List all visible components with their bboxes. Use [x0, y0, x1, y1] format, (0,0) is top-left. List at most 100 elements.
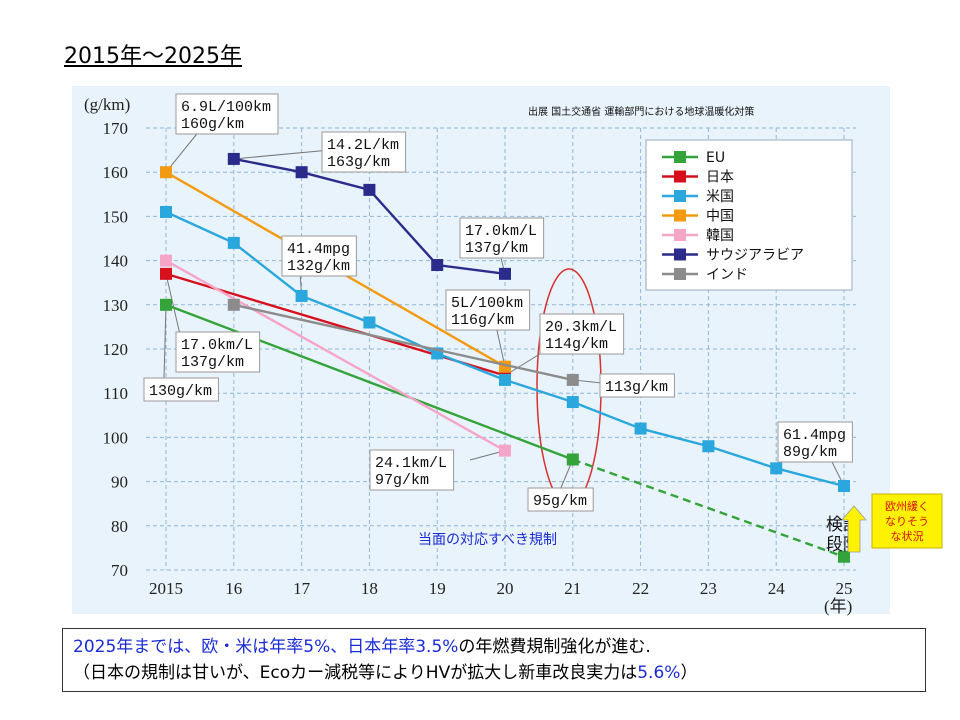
data-point-saudi	[295, 166, 308, 179]
annotation-text: 6.9L/100km	[181, 99, 271, 116]
data-point-korea	[499, 444, 511, 457]
data-point-saudi	[431, 259, 444, 272]
data-point-china	[160, 166, 172, 179]
data-point-eu	[160, 298, 172, 311]
series-line-eu	[165, 303, 574, 461]
x-tick-label: 19	[429, 579, 446, 598]
up-arrow-icon	[841, 505, 867, 553]
annotation-text: 97g/km	[375, 472, 429, 489]
x-tick-label: 2015	[149, 579, 183, 598]
y-tick-label: 160	[103, 163, 129, 182]
y-tick-label: 140	[103, 252, 129, 271]
annotation-text: 160g/km	[181, 116, 244, 133]
y-axis-ticks: 70 80 90 100 110 120 130 140 150 160 170	[103, 119, 129, 580]
y-tick-label: 70	[111, 561, 128, 580]
data-point-us	[634, 422, 647, 435]
annotation-text: 41.4mpg	[287, 241, 350, 258]
annotation-text: 130g/km	[149, 383, 212, 400]
legend-swatch-marker	[674, 151, 686, 163]
legend-swatch-marker	[674, 209, 686, 222]
legend-entry: 日本	[706, 170, 734, 186]
summary-text-3: ）	[680, 663, 698, 683]
annotation-box	[175, 331, 261, 373]
legend-swatch-marker	[674, 268, 686, 280]
data-point-us	[363, 316, 376, 329]
annotation-text: 137g/km	[181, 354, 244, 371]
x-tick-label: 21	[564, 579, 581, 598]
annotation-text: 95g/km	[533, 493, 587, 510]
summary-text-2: （日本の規制は甘いが、Ecoカー減税等によりHVが拡大し新車改良実力は	[73, 663, 638, 683]
page-title: 2015年～2025年	[64, 44, 242, 69]
legend-swatch-marker	[674, 170, 686, 183]
yellow-note-text: なりそう	[885, 515, 929, 528]
x-tick-label: 17	[293, 579, 311, 598]
annotation-box	[527, 487, 594, 512]
x-tick-label: 24	[768, 579, 786, 598]
y-tick-label: 80	[111, 517, 128, 536]
annotation-box	[321, 131, 407, 173]
series-projection-eu	[572, 458, 845, 558]
data-point-us	[227, 236, 240, 249]
data-point-us	[702, 440, 715, 453]
legend-swatch-marker	[674, 229, 686, 241]
source-note: 出展 国土交通省 運輸部門における地球温暖化対策	[528, 105, 754, 118]
legend-entry: EU	[706, 150, 725, 166]
callout-leader	[495, 325, 506, 367]
summary-line-1: 2025年までは、欧・米は年率5%、日本年率3.5%の年燃費規制強化が進む.	[73, 634, 925, 660]
data-point-japan	[160, 267, 172, 280]
x-tick-label: 18	[361, 579, 378, 598]
x-tick-label: 23	[700, 579, 717, 598]
summary-line-2: （日本の規制は甘いが、Ecoカー減税等によりHVが拡大し新車改良実力は5.6%）	[73, 660, 925, 686]
legend-entry: 韓国	[706, 228, 734, 244]
y-tick-label: 130	[103, 296, 129, 315]
summary-highlight-1: 2025年までは、欧・米は年率5%、日本年率3.5%	[73, 637, 459, 657]
yellow-note-text: 欧州緩く	[885, 500, 929, 513]
yellow-note-bg	[871, 493, 943, 549]
data-point-saudi	[499, 267, 511, 280]
x-tick-label: 20	[497, 579, 514, 598]
data-point-us	[160, 205, 172, 218]
data-point-us	[499, 373, 511, 386]
data-point-korea	[160, 254, 172, 267]
legend-entry: 米国	[706, 189, 734, 205]
series-line-india	[233, 303, 574, 382]
summary-box: 2025年までは、欧・米は年率5%、日本年率3.5%の年燃費規制強化が進む. （…	[62, 628, 926, 692]
annotation-text: 61.4mpg	[783, 427, 846, 444]
x-axis-label: (年)	[824, 597, 852, 616]
data-point-us	[838, 480, 850, 493]
annotation-text: 137g/km	[465, 240, 528, 257]
annotation-text: 20.3km/L	[545, 319, 617, 336]
legend-entry: インド	[706, 267, 748, 283]
yellow-note-text: な状況	[891, 529, 924, 543]
legend-swatch-marker	[674, 248, 686, 261]
data-point-saudi	[363, 183, 376, 196]
x-axis-ticks: 2015 16 17 18 19 20 21 22 23 24 25	[149, 579, 853, 598]
annotation-box	[445, 289, 531, 331]
y-tick-label: 110	[103, 384, 128, 403]
annotation-text: 113g/km	[605, 379, 668, 396]
annotation-box	[175, 93, 279, 135]
callout-leader	[165, 129, 201, 173]
annotation-text: 116g/km	[451, 312, 514, 329]
y-tick-label: 170	[103, 119, 129, 138]
series-line-korea	[165, 259, 506, 452]
data-point-india	[566, 373, 579, 386]
callout-leader	[233, 149, 331, 160]
legend-entry: サウジアラビア	[706, 248, 804, 264]
data-point-us	[770, 462, 783, 475]
x-tick-label: 25	[836, 579, 853, 598]
data-point-eu	[838, 550, 850, 563]
annotation-box	[143, 377, 219, 402]
x-tick-label: 22	[632, 579, 649, 598]
annotation-box	[777, 421, 853, 463]
data-point-eu	[566, 453, 579, 466]
annotation-box	[369, 449, 455, 491]
annotation-text: 17.0km/L	[181, 337, 253, 354]
data-point-us	[295, 289, 308, 302]
legend-swatch-marker	[674, 190, 686, 202]
annotation-text: 132g/km	[287, 258, 350, 275]
annotation-text: 17.0km/L	[465, 223, 537, 240]
legend-entry: 中国	[706, 209, 734, 225]
